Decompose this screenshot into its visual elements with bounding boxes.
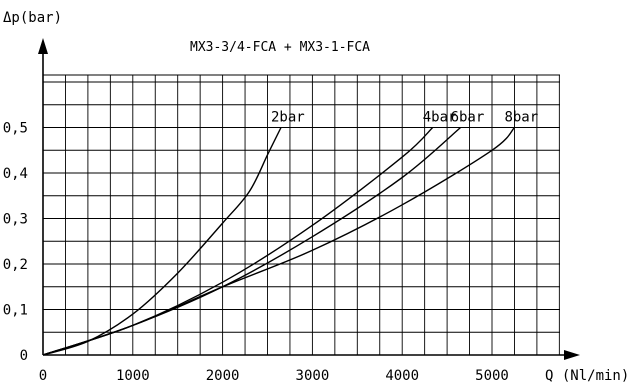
axes [38,38,580,360]
y-tick-label: 0 [20,348,28,364]
y-axis-label: Δp(bar) [3,10,62,26]
y-tick-label: 0,2 [3,257,28,273]
series-label-8bar: 8bar [504,110,538,126]
x-axis-arrow [564,350,580,360]
grid [43,74,560,355]
tick-labels: 0 1000 2000 3000 4000 5000 0 0,1 0,2 0,3 0,4 0,5 [3,121,509,385]
y-axis-arrow [38,38,48,54]
x-tick-label: 3000 [296,368,330,384]
series-label-6bar: 6bar [451,110,485,126]
x-tick-label: 1000 [116,368,150,384]
y-tick-label: 0,5 [3,121,28,137]
series-line-8bar [42,127,516,356]
x-tick-label: 2000 [206,368,240,384]
x-tick-label: 5000 [475,368,509,384]
y-tick-label: 0,3 [3,212,28,228]
y-tick-label: 0,1 [3,303,28,319]
x-axis-label: Q (Nl/min) [545,368,629,384]
chart-title: MX3-3/4-FCA + MX3-1-FCA [190,40,370,55]
x-tick-label: 4000 [385,368,419,384]
y-tick-label: 0,4 [3,166,28,182]
series-lines [42,126,516,356]
series-label-2bar: 2bar [271,110,305,126]
series-label-4bar: 4bar [423,110,457,126]
x-tick-label: 0 [39,368,47,384]
